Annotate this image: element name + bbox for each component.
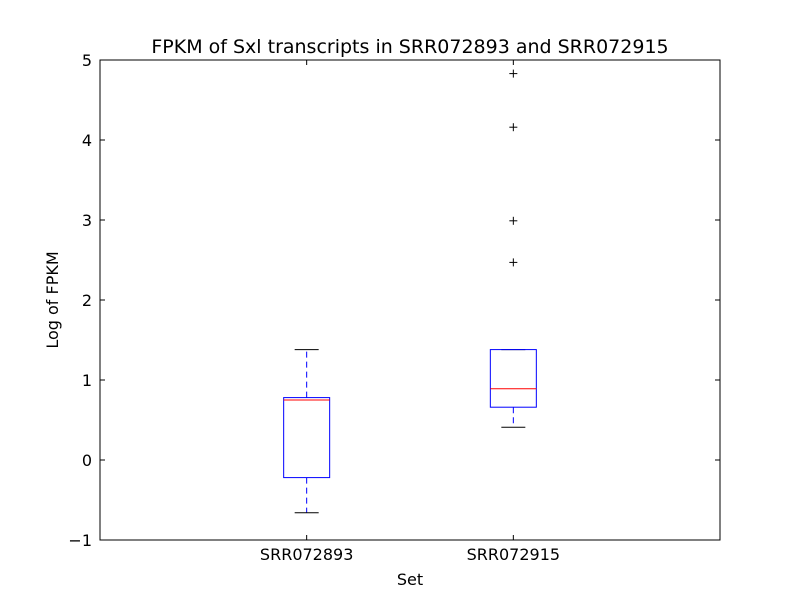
x-axis-title: Set [397, 570, 423, 589]
y-tick-label: 2 [82, 291, 92, 310]
y-tick-label: 5 [82, 51, 92, 70]
flier-point [509, 123, 518, 132]
y-tick-label: 1 [82, 371, 92, 390]
flier-point [509, 216, 518, 225]
y-tick-label: 0 [82, 451, 92, 470]
box-group-SRR072915 [489, 69, 537, 428]
iqr-box [283, 397, 331, 479]
box-group-SRR072893 [283, 349, 331, 514]
x-tick-label: SRR072915 [467, 545, 560, 564]
y-tick-label: −1 [68, 531, 92, 550]
x-axis: SRR072893 SRR072915 [260, 60, 560, 564]
y-axis: −1 0 1 2 3 4 5 [68, 51, 720, 550]
chart-title: FPKM of Sxl transcripts in SRR072893 and… [151, 36, 668, 58]
flier-point [509, 258, 518, 267]
y-axis-title: Log of FPKM [43, 251, 62, 348]
y-tick-label: 3 [82, 211, 92, 230]
flier-point [509, 69, 518, 78]
y-tick-label: 4 [82, 131, 92, 150]
iqr-box [489, 349, 537, 408]
x-tick-label: SRR072893 [260, 545, 353, 564]
plot-area [283, 69, 537, 514]
